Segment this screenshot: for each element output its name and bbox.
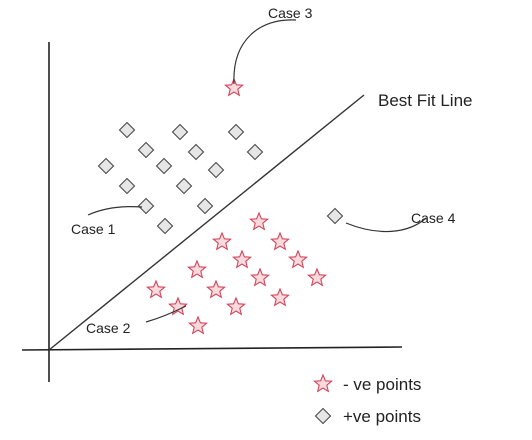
- negative-point: [211, 231, 233, 251]
- legend-star-icon: [312, 373, 334, 393]
- legend-star-marker: [312, 373, 334, 393]
- positive-point: [118, 177, 136, 195]
- case3-callout: [233, 19, 297, 85]
- case4-callout: [345, 217, 427, 233]
- x-axis: [21, 346, 403, 351]
- positive-point: [155, 157, 173, 175]
- positive-point: [326, 207, 344, 225]
- negative-points: [145, 77, 328, 335]
- negative-point: [145, 279, 167, 299]
- negative-point: [187, 315, 209, 335]
- legend-diamond-icon: [314, 407, 332, 425]
- negative-point: [186, 259, 208, 279]
- negative-point: [269, 287, 291, 307]
- case1-callout: [87, 205, 143, 216]
- negative-point: [248, 211, 270, 231]
- positive-point: [246, 143, 264, 161]
- legend: - ve points +ve points: [312, 373, 421, 426]
- case3-label: Case 3: [268, 5, 313, 21]
- legend-negative-label: - ve points: [343, 375, 421, 394]
- negative-point: [231, 249, 253, 269]
- best-fit-line-label: Best Fit Line: [378, 91, 473, 110]
- positive-point: [207, 161, 225, 179]
- positive-point: [227, 123, 245, 141]
- positive-point: [175, 177, 193, 195]
- best-fit-line: [48, 94, 365, 351]
- positive-points: [97, 121, 344, 235]
- case1-label: Case 1: [71, 221, 116, 237]
- legend-positive-label: +ve points: [343, 407, 421, 426]
- positive-point: [118, 121, 136, 139]
- positive-point: [171, 123, 189, 141]
- negative-point: [225, 296, 247, 316]
- legend-diamond-marker: [314, 407, 332, 425]
- positive-point: [137, 197, 155, 215]
- positive-point: [196, 197, 214, 215]
- negative-point: [205, 279, 227, 299]
- negative-point: [223, 77, 245, 97]
- negative-point: [249, 267, 271, 287]
- case4-label: Case 4: [411, 210, 456, 226]
- negative-point: [269, 231, 291, 251]
- case2-label: Case 2: [86, 320, 131, 336]
- positive-point: [187, 143, 205, 161]
- negative-point: [287, 249, 309, 269]
- negative-point: [167, 296, 189, 316]
- positive-point: [156, 217, 174, 235]
- positive-point: [97, 157, 115, 175]
- positive-point: [137, 141, 155, 159]
- negative-point: [306, 267, 328, 287]
- case2-callout: [145, 305, 187, 323]
